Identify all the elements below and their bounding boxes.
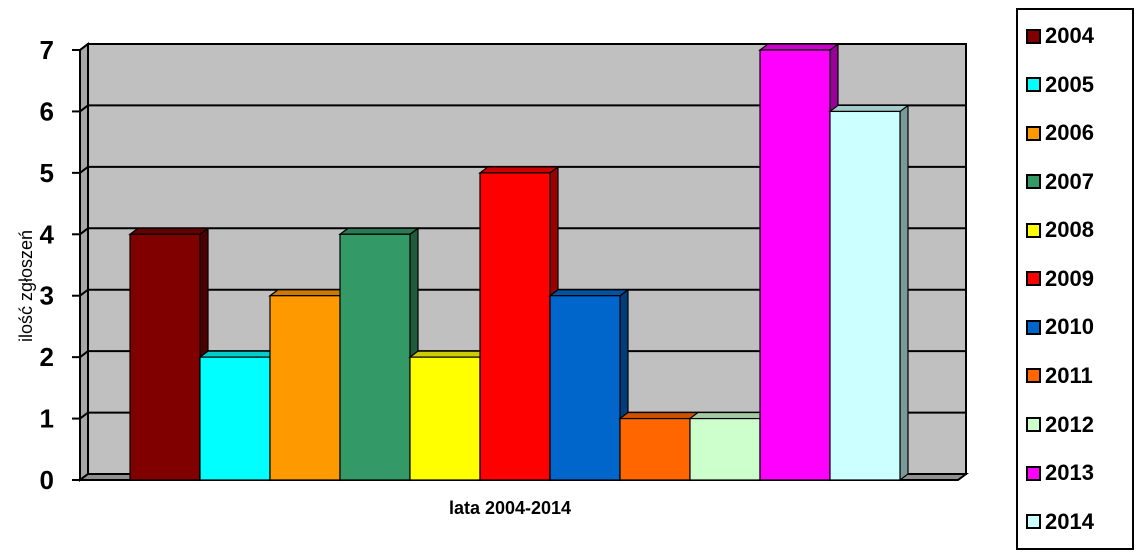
legend-label: 2010: [1045, 314, 1094, 340]
legend-item-2007: 2007: [1026, 167, 1132, 197]
gridline: [79, 165, 966, 174]
y-tick-label: 0: [40, 465, 54, 495]
y-tick-label: 6: [40, 96, 54, 126]
bar-front: [829, 110, 901, 481]
bar-2011: [618, 411, 700, 482]
legend-swatch: [1026, 222, 1041, 238]
bar-2013: [758, 42, 840, 482]
y-tick-labels: 0 1 2 3 4 5 6 7: [40, 35, 80, 495]
legend-item-2004: 2004: [1026, 21, 1132, 51]
legend: 2004 2005 2006 2007 2008 2009 2010 2011 2012 2013…: [1016, 8, 1134, 550]
bar-front: [479, 172, 551, 481]
bar-top: [268, 289, 350, 297]
bar-2009: [478, 165, 560, 482]
bars: [128, 42, 910, 482]
bar-top: [338, 227, 420, 235]
legend-item-2009: 2009: [1026, 264, 1132, 294]
gridline: [79, 288, 966, 297]
y-tick-label: 3: [40, 281, 54, 311]
bar-front: [409, 356, 481, 481]
bar-front: [689, 417, 761, 481]
legend-swatch: [1026, 514, 1041, 530]
gridline: [79, 104, 966, 113]
gridline: [79, 350, 966, 358]
bar-2004: [128, 227, 210, 482]
bar-2014: [828, 104, 910, 482]
bar-2005: [198, 349, 280, 482]
legend-label: 2005: [1045, 71, 1094, 97]
y-tick-label: 4: [40, 219, 55, 249]
bar-top: [198, 350, 280, 358]
y-tick-label: 1: [40, 404, 54, 434]
bar-2006: [268, 288, 350, 482]
bar-top: [478, 166, 560, 174]
legend-label: 2013: [1045, 460, 1094, 486]
legend-swatch: [1026, 417, 1041, 433]
y-axis-title: ilość zgłoszeń: [16, 230, 36, 342]
bar-front: [759, 49, 831, 481]
legend-swatch: [1026, 125, 1041, 141]
legend-label: 2008: [1045, 217, 1094, 243]
bar-front: [269, 295, 341, 481]
y-tick-label: 5: [40, 158, 54, 188]
legend-item-2010: 2010: [1026, 312, 1132, 342]
legend-swatch: [1026, 271, 1041, 287]
gridline: [79, 43, 966, 51]
y-tick-label: 2: [40, 342, 54, 372]
legend-swatch: [1026, 174, 1041, 190]
bar-top: [758, 43, 840, 51]
legend-label: 2007: [1045, 168, 1094, 194]
bar-top: [688, 411, 770, 420]
bar-front: [339, 233, 411, 481]
bar-front: [619, 417, 691, 481]
legend-swatch: [1026, 28, 1041, 44]
legend-item-2012: 2012: [1026, 410, 1132, 440]
legend-label: 2012: [1045, 411, 1094, 437]
bar-front: [549, 295, 621, 481]
gridlines: [79, 43, 966, 420]
legend-label: 2004: [1045, 23, 1094, 49]
bar-top: [548, 289, 630, 297]
bar-top: [828, 104, 910, 113]
bar-top: [128, 227, 210, 235]
bar-2010: [548, 288, 630, 482]
gridline: [79, 227, 966, 236]
legend-item-2006: 2006: [1026, 118, 1132, 148]
legend-label: 2011: [1045, 362, 1093, 388]
legend-item-2013: 2013: [1026, 458, 1132, 488]
legend-label: 2006: [1045, 120, 1094, 146]
legend-swatch: [1026, 319, 1041, 335]
legend-item-2008: 2008: [1026, 215, 1132, 245]
legend-item-2011: 2011: [1026, 361, 1132, 391]
bar-side: [899, 104, 909, 482]
bar-front: [199, 356, 271, 481]
legend-item-2014: 2014: [1026, 507, 1132, 537]
y-tick-label: 7: [40, 35, 54, 65]
bar-2008: [408, 349, 490, 482]
bar-top: [618, 411, 700, 420]
bar-chart: 0 1 2 3 4 5 6 7 lata 2004-2014 ilość zgłoszeń: [16, 35, 969, 518]
legend-label: 2014: [1045, 508, 1094, 534]
bar-2007: [338, 227, 420, 482]
legend-swatch: [1026, 368, 1041, 384]
legend-swatch: [1026, 77, 1041, 93]
bar-front: [129, 233, 201, 481]
bar-top: [408, 350, 490, 358]
bar-2012: [688, 411, 770, 482]
legend-swatch: [1026, 465, 1041, 481]
legend-item-2005: 2005: [1026, 70, 1132, 100]
legend-label: 2009: [1045, 265, 1094, 291]
x-axis-title: lata 2004-2014: [449, 498, 571, 518]
